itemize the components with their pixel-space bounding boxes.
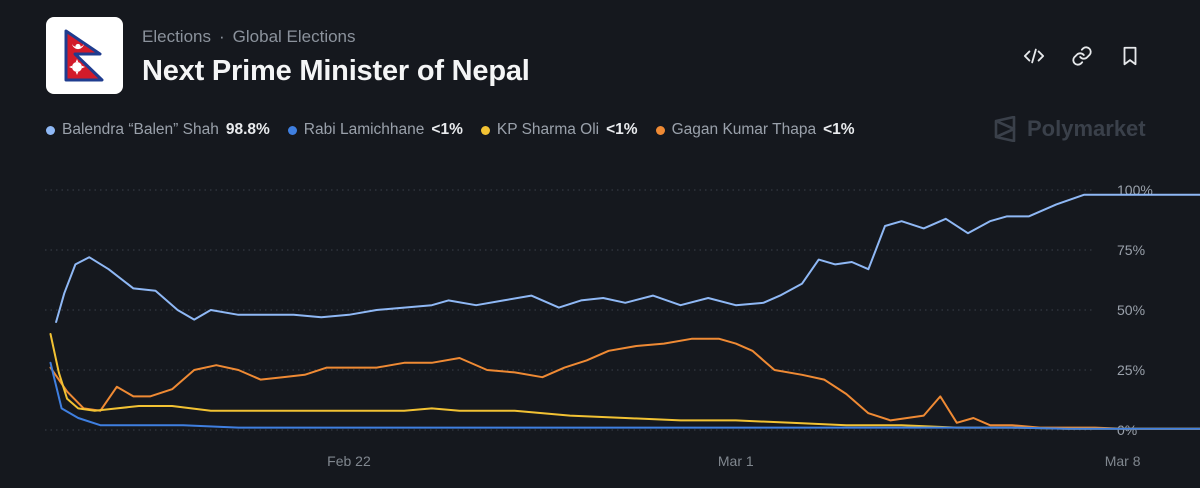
code-icon — [1023, 48, 1045, 64]
x-tick-label: Mar 8 — [1105, 453, 1141, 469]
breadcrumb-elections[interactable]: Elections — [142, 27, 211, 46]
embed-button[interactable] — [1022, 44, 1046, 68]
polymarket-brand: Polymarket — [993, 116, 1146, 142]
legend-dot — [480, 125, 490, 135]
link-icon — [1072, 46, 1092, 66]
y-tick-label: 0% — [1117, 422, 1137, 438]
legend-item-balen-shah[interactable]: Balendra “Balen” Shah 98.8% — [46, 121, 270, 139]
header-actions — [1022, 44, 1142, 68]
breadcrumb: Elections · Global Elections — [142, 27, 356, 47]
legend-dot — [287, 125, 297, 135]
polymarket-logo-icon — [994, 116, 1016, 142]
y-tick-label: 75% — [1117, 242, 1145, 258]
series-line — [49, 337, 1200, 430]
x-tick-label: Mar 1 — [718, 453, 754, 469]
legend-item-kp-sharma-oli[interactable]: KP Sharma Oli <1% — [480, 121, 638, 139]
breadcrumb-global-elections[interactable]: Global Elections — [232, 27, 356, 46]
legend-value: 98.8% — [225, 121, 270, 138]
market-logo — [46, 17, 123, 94]
legend-name: Rabi Lamichhane — [303, 121, 425, 138]
series-line — [49, 361, 1200, 430]
page-title: Next Prime Minister of Nepal — [142, 55, 530, 87]
y-tick-label: 50% — [1117, 302, 1145, 318]
legend-value: <1% — [431, 121, 463, 138]
legend-name: Gagan Kumar Thapa — [671, 121, 817, 138]
copy-link-button[interactable] — [1070, 44, 1094, 68]
y-tick-label: 25% — [1117, 362, 1145, 378]
x-tick-label: Feb 22 — [327, 453, 371, 469]
legend-item-rabi-lamichhane[interactable]: Rabi Lamichhane <1% — [287, 121, 463, 139]
bookmark-button[interactable] — [1118, 44, 1142, 68]
legend-dot — [655, 125, 665, 135]
legend-name: Balendra “Balen” Shah — [62, 121, 219, 138]
legend-name: KP Sharma Oli — [496, 121, 600, 138]
chart-legend: Balendra “Balen” Shah 98.8% Rabi Lamichh… — [46, 121, 873, 139]
brand-name: Polymarket — [1027, 116, 1146, 141]
bookmark-icon — [1123, 46, 1137, 66]
legend-value: <1% — [606, 121, 638, 138]
legend-value: <1% — [823, 121, 855, 138]
series-line — [55, 193, 1200, 323]
legend-dot — [46, 125, 55, 135]
nepal-flag-icon — [64, 29, 104, 82]
legend-item-gagan-kumar-thapa[interactable]: Gagan Kumar Thapa <1% — [655, 121, 855, 139]
breadcrumb-separator: · — [218, 27, 225, 46]
